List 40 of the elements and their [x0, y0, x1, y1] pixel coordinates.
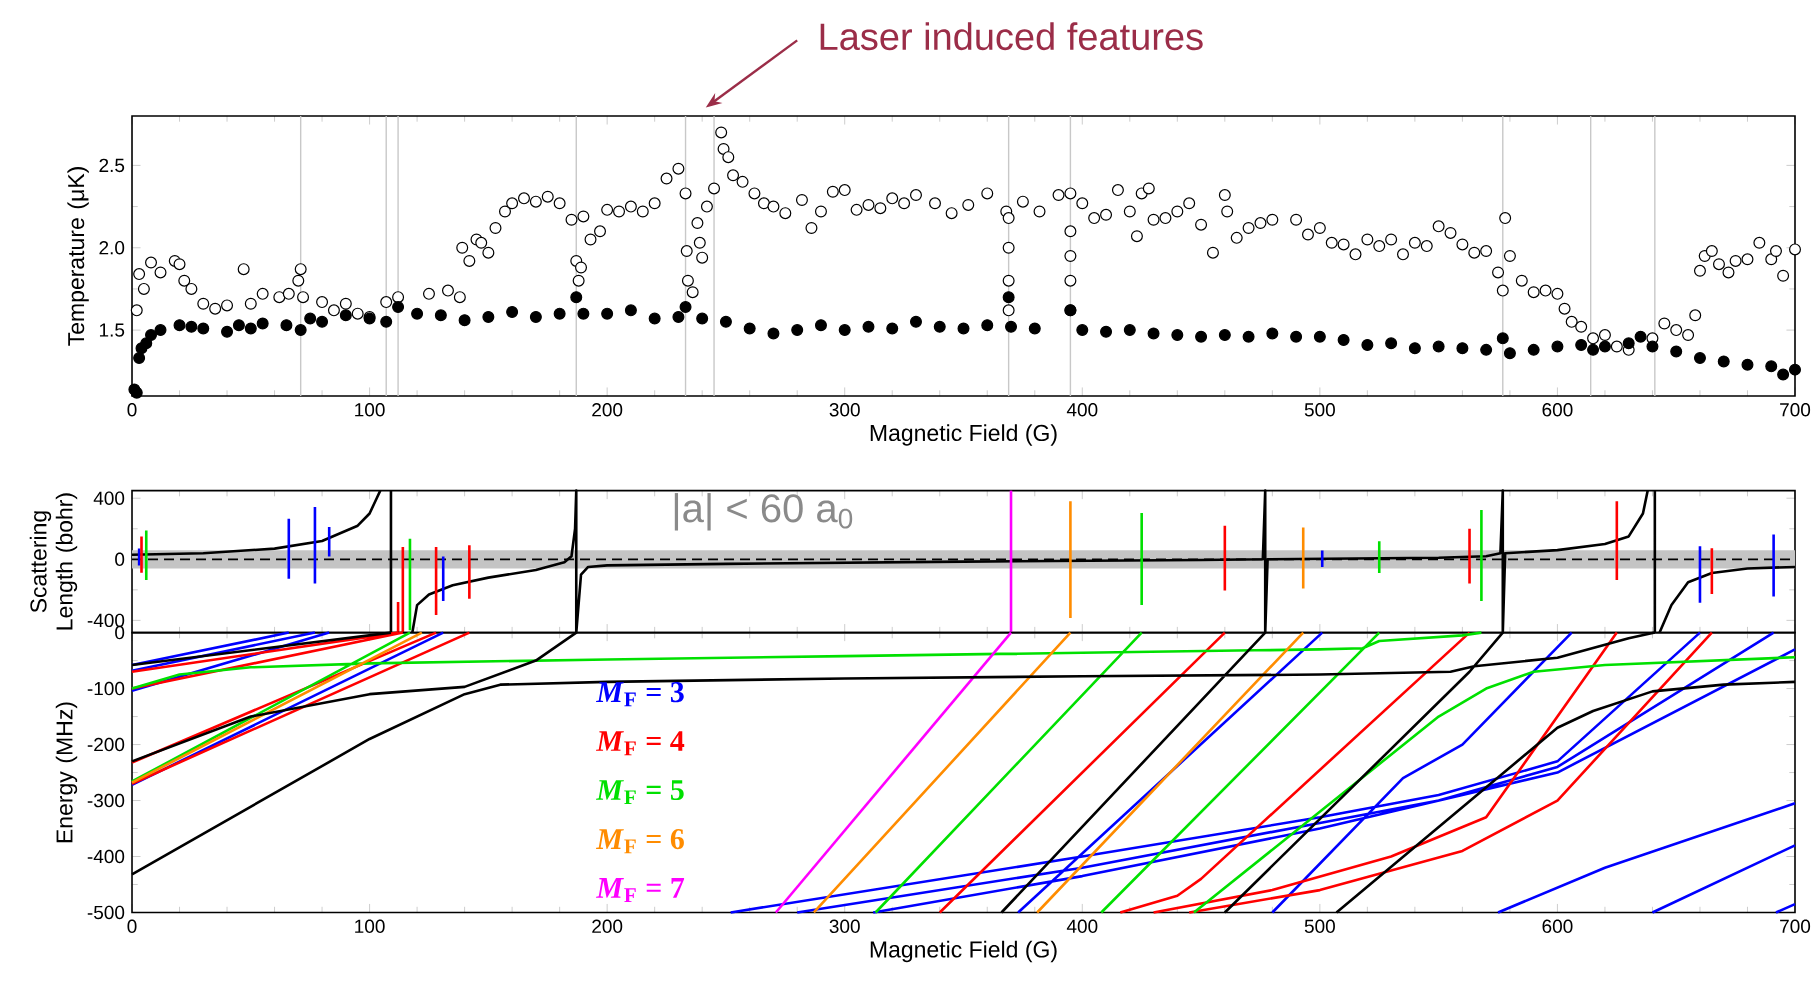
text: M$_{F}$ = 3 — [595, 682, 684, 707]
x-tick-label: 0 — [127, 403, 137, 417]
y-tick-label: 0 — [115, 625, 125, 640]
x-tick-label: 600 — [1542, 403, 1573, 417]
text: Laser induced features — [820, 22, 1203, 51]
y-tick-label: 0 — [115, 552, 125, 567]
y-tick-label: 2.0 — [99, 241, 125, 255]
y-tick-label: 400 — [93, 491, 125, 505]
x-tick-label: 400 — [1066, 403, 1098, 417]
x-tick-label: 600 — [1542, 919, 1573, 934]
y-tick-label: -100 — [87, 681, 125, 696]
x-tick-label: 300 — [829, 403, 860, 417]
y-tick-label: -400 — [87, 613, 125, 628]
x-tick-label: 400 — [1066, 919, 1098, 934]
x-tick-label: 500 — [1304, 403, 1335, 417]
x-axis-title: Magnetic Field (G) — [870, 940, 1057, 963]
y-axis-title: Temperature (μK) — [67, 167, 89, 346]
y-axis-title: Energy (MHz) — [55, 702, 78, 843]
y-tick-label: -300 — [87, 793, 125, 808]
y-tick-label: -200 — [87, 737, 125, 752]
x-axis-title: Magnetic Field (G) — [870, 424, 1057, 446]
x-tick-label: 200 — [592, 403, 623, 417]
x-tick-label: 300 — [829, 919, 860, 934]
y-tick-label: 2.5 — [99, 158, 125, 173]
text: M$_{F}$ = 7 — [595, 878, 685, 903]
x-tick-label: 500 — [1304, 919, 1335, 934]
x-tick-label: 700 — [1780, 403, 1811, 417]
text: M$_{F}$ = 5 — [595, 780, 684, 805]
x-tick-label: 200 — [592, 919, 623, 934]
x-tick-label: 0 — [127, 919, 137, 934]
x-tick-label: 100 — [355, 403, 385, 417]
text: M$_{F}$ = 4 — [595, 731, 685, 756]
x-tick-label: 100 — [355, 919, 385, 934]
y-axis-title: Scattering Length (bohr) — [29, 493, 78, 630]
band-label: |a| < 60 a$_{0}$ — [674, 493, 853, 531]
x-tick-label: 700 — [1780, 919, 1811, 934]
y-tick-label: -500 — [87, 905, 125, 920]
text: M$_{F}$ = 6 — [595, 829, 684, 854]
y-tick-label: 1.5 — [99, 323, 125, 337]
y-tick-label: -400 — [87, 849, 125, 864]
